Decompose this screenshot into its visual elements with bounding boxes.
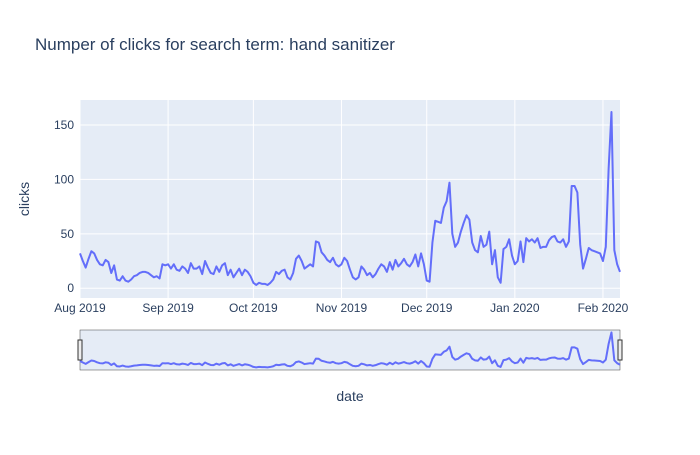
x-tick-label: Sep 2019 — [142, 301, 194, 315]
range-handle[interactable] — [77, 339, 83, 361]
chart-title: Numper of clicks for search term: hand s… — [35, 35, 395, 54]
y-tick-label: 100 — [54, 172, 74, 186]
line-series — [79, 110, 621, 286]
x-tick-label: Feb 2020 — [578, 301, 629, 315]
x-tick-label: Aug 2019 — [54, 301, 106, 315]
x-tick-label: Dec 2019 — [401, 301, 453, 315]
y-tick-label: 50 — [61, 227, 75, 241]
x-tick-label: Oct 2019 — [229, 301, 278, 315]
x-axis-label: date — [336, 388, 363, 404]
range-slider-line — [79, 331, 621, 369]
plot-background — [80, 100, 620, 298]
x-tick-label: Jan 2020 — [490, 301, 540, 315]
y-tick-label: 0 — [67, 281, 74, 295]
y-tick-label: 150 — [54, 118, 74, 132]
y-axis-label: clicks — [16, 182, 32, 216]
range-handle[interactable] — [617, 339, 623, 361]
x-tick-label: Nov 2019 — [316, 301, 368, 315]
